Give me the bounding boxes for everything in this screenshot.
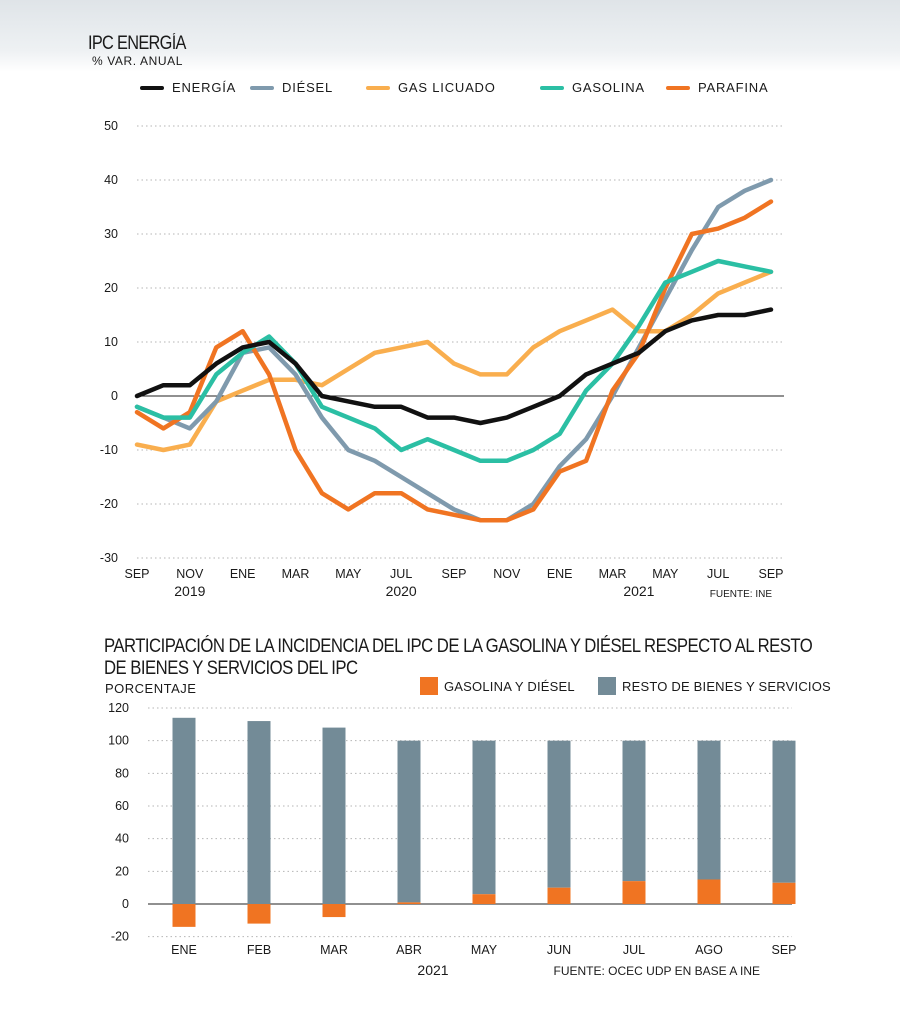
chart2-ytick-label: 100 — [108, 734, 129, 748]
chart2-ytick-label: 80 — [115, 766, 129, 780]
legend-label-gasolina: GASOLINA — [572, 80, 645, 95]
bar-gasolina-diesel — [772, 882, 796, 904]
chart2-ytick-label: 120 — [108, 701, 129, 715]
chart1-xtick-label: JUL — [390, 567, 412, 581]
chart2-xtick-label: MAR — [320, 943, 348, 957]
chart1-subtitle: % VAR. ANUAL — [92, 54, 184, 68]
chart2-xtick-label: AGO — [695, 943, 723, 957]
legend2-item-resto: RESTO DE BIENES Y SERVICIOS — [598, 677, 831, 695]
chart2-ytick-label: 40 — [115, 832, 129, 846]
chart1-year-label: 2021 — [623, 583, 654, 599]
chart1-title: IPC ENERGÍA — [88, 33, 186, 54]
chart2-year-label: 2021 — [417, 962, 448, 978]
legend2-label-resto: RESTO DE BIENES Y SERVICIOS — [622, 678, 831, 694]
chart1-xtick-label: NOV — [176, 567, 204, 581]
bar-gasolina-diesel — [622, 881, 646, 904]
chart1-xtick-label: SEP — [441, 567, 466, 581]
bar-gasolina-diesel — [547, 887, 571, 904]
chart2-ytick-label: 0 — [122, 897, 129, 911]
chart2-xtick-label: JUL — [623, 943, 645, 957]
chart1-ytick-label: 20 — [104, 281, 118, 295]
legend-item-gasolina: GASOLINA — [540, 80, 645, 95]
legend-label-diesel: DIÉSEL — [282, 80, 334, 95]
bar-resto — [247, 721, 271, 904]
chart1-ytick-label: -30 — [100, 551, 118, 565]
legend2-item-gasolina-diesel: GASOLINA Y DIÉSEL — [420, 677, 575, 695]
bar-resto — [172, 717, 196, 904]
series-line-gasolina — [134, 258, 774, 464]
chart2-xtick-label: FEB — [247, 943, 271, 957]
legend2-label-gasolina-diesel: GASOLINA Y DIÉSEL — [444, 678, 575, 694]
chart1-xtick-label: MAY — [335, 567, 362, 581]
bar-resto — [322, 727, 346, 904]
legend2-swatch-resto — [598, 677, 616, 695]
chart1-ytick-label: 30 — [104, 227, 118, 241]
legend-item-gas-licuado: GAS LICUADO — [366, 80, 496, 95]
legend-swatch-gasolina — [540, 85, 564, 90]
chart2-xtick-label: ENE — [171, 943, 197, 957]
legend-label-energia: ENERGÍA — [172, 80, 237, 95]
legend-item-parafina: PARAFINA — [666, 80, 768, 95]
chart1-ytick-label: 10 — [104, 335, 118, 349]
chart1-ytick-label: 50 — [104, 119, 118, 133]
legend-item-diesel: DIÉSEL — [250, 80, 333, 95]
bar-gasolina-diesel — [397, 902, 421, 904]
bar-resto — [397, 740, 421, 903]
legend-item-energia: ENERGÍA — [140, 80, 236, 95]
chart2-ytick-label: -20 — [111, 930, 129, 944]
chart2-ylabel: PORCENTAJE — [105, 681, 197, 696]
bar-gasolina-diesel — [472, 894, 496, 904]
bar-resto — [697, 740, 721, 880]
chart1-source: FUENTE: INE — [710, 589, 773, 600]
chart1-legend: ENERGÍA DIÉSEL GAS LICUADO GASOLINA PARA… — [0, 80, 900, 98]
chart2-xtick-label: ABR — [396, 943, 422, 957]
legend-swatch-gas-licuado — [366, 85, 390, 90]
chart1-ytick-label: -10 — [100, 443, 118, 457]
chart2-ytick-label: 60 — [115, 799, 129, 813]
chart2-title: PARTICIPACIÓN DE LA INCIDENCIA DEL IPC D… — [104, 636, 896, 680]
legend2-swatch-gasolina-diesel — [420, 677, 438, 695]
header-band — [0, 0, 900, 72]
series-line-parafina — [134, 199, 774, 523]
chart1-xtick-label: MAR — [282, 567, 310, 581]
chart1-year-label: 2020 — [386, 583, 417, 599]
chart2-source: FUENTE: OCEC UDP EN BASE A INE — [554, 964, 761, 978]
series-line-energia — [134, 307, 774, 426]
chart1-year-label: 2019 — [174, 583, 205, 599]
chart1-xtick-label: MAY — [652, 567, 679, 581]
legend-label-parafina: PARAFINA — [698, 80, 769, 95]
legend-label-gas-licuado: GAS LICUADO — [398, 80, 496, 95]
bar-resto — [547, 740, 571, 888]
chart2-ytick-label: 20 — [115, 864, 129, 878]
chart1-xtick-label: ENE — [230, 567, 256, 581]
chart2-xtick-label: SEP — [771, 943, 796, 957]
series-line-diesel — [134, 177, 774, 523]
chart2-xtick-label: MAY — [471, 943, 498, 957]
bar-resto — [772, 740, 796, 883]
bar-gasolina-diesel — [247, 904, 271, 924]
legend-swatch-parafina — [666, 85, 690, 90]
bar-resto — [622, 740, 646, 882]
chart1-ytick-label: -20 — [100, 497, 118, 511]
chart2-title-line1: PARTICIPACIÓN DE LA INCIDENCIA DEL IPC D… — [104, 636, 813, 657]
chart1-xtick-label: NOV — [493, 567, 521, 581]
bar-gasolina-diesel — [322, 904, 346, 918]
chart1-ytick-label: 40 — [104, 173, 118, 187]
chart2-title-line2: DE BIENES Y SERVICIOS DEL IPC — [104, 658, 358, 679]
chart1-xtick-label: SEP — [124, 567, 149, 581]
bar-resto — [472, 740, 496, 895]
chart1-xtick-label: MAR — [599, 567, 627, 581]
chart1-ytick-label: 0 — [111, 389, 118, 403]
chart2-xtick-label: JUN — [547, 943, 571, 957]
bar-gasolina-diesel — [697, 879, 721, 904]
chart1-xtick-label: ENE — [547, 567, 573, 581]
chart1-xtick-label: SEP — [758, 567, 783, 581]
legend-swatch-energia — [140, 85, 164, 90]
bar-gasolina-diesel — [172, 904, 196, 927]
legend-swatch-diesel — [250, 85, 274, 90]
chart1-xtick-label: JUL — [707, 567, 729, 581]
